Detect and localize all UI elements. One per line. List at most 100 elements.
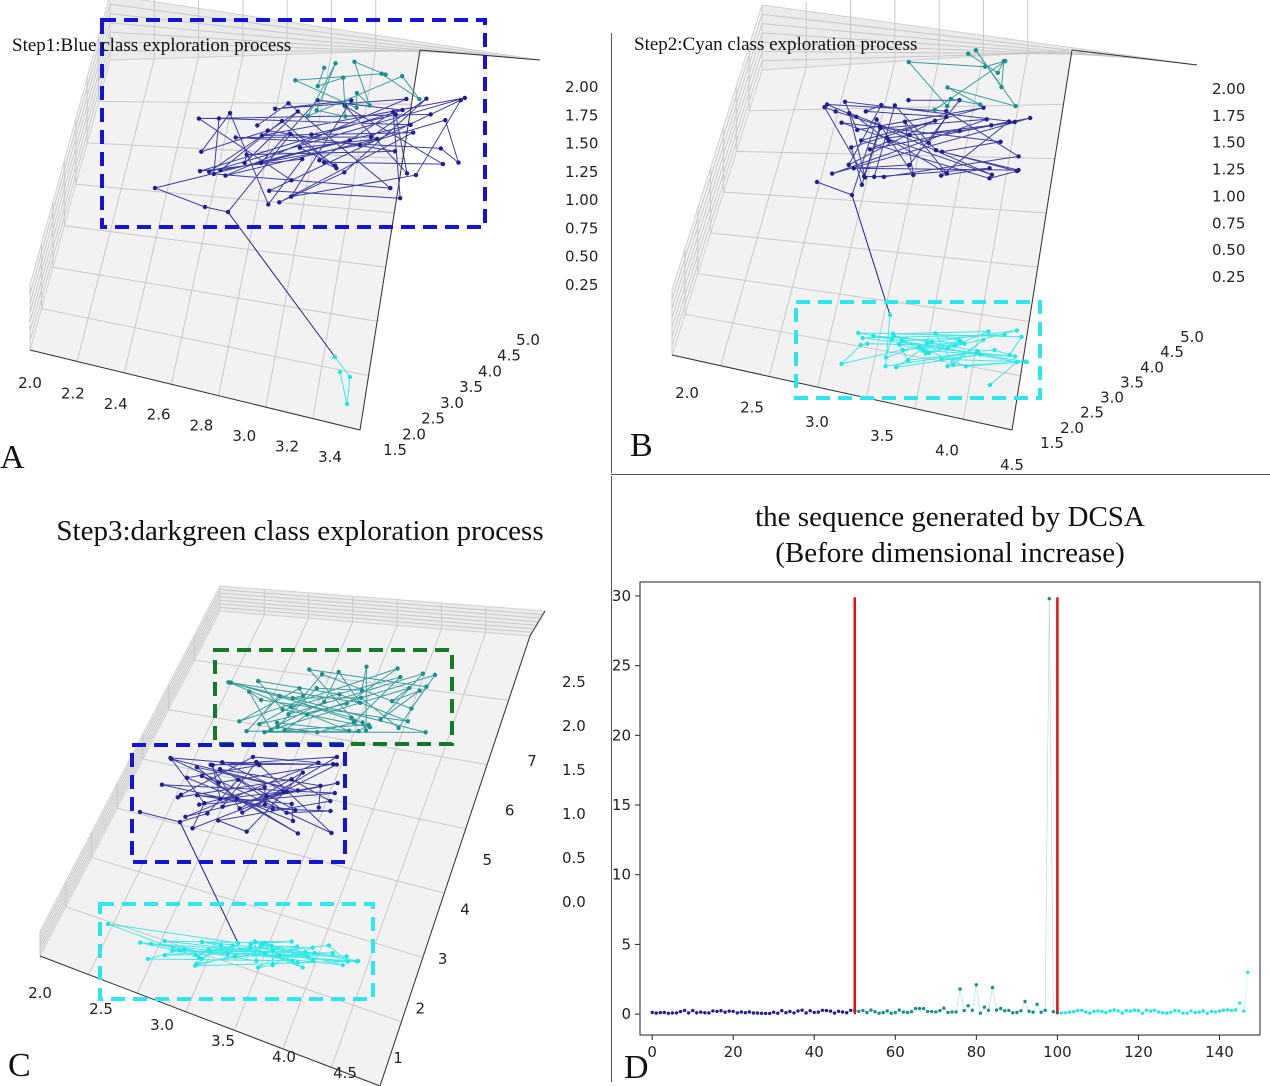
d-teal-point [1031, 1010, 1035, 1014]
d-teal-point [1023, 999, 1027, 1004]
a-blue-point [242, 160, 247, 166]
d-teal-point [897, 1008, 901, 1012]
c-cyan-point [330, 950, 335, 956]
c-grid [219, 606, 533, 633]
d-blue-point [678, 1009, 683, 1014]
c-grid [219, 589, 543, 616]
a-x-tick-label: 2.8 [189, 416, 213, 434]
d-blue-point [849, 1008, 853, 1013]
c-teal-point [280, 707, 285, 712]
b-grid [671, 32, 763, 319]
c-cyan-point [310, 958, 316, 963]
c-teal-point [363, 728, 369, 733]
d-blue-point [670, 1011, 675, 1015]
c-blue-point [335, 780, 340, 786]
d-teal-point [861, 1008, 865, 1013]
c-blue-point [183, 814, 188, 819]
c-teal-point [268, 727, 273, 733]
a-x-tick-label: 3.4 [318, 448, 342, 466]
d-cyan-point [1132, 1008, 1137, 1012]
c-link [179, 821, 239, 944]
vertical-divider-top [611, 33, 612, 473]
d-blue-point [832, 1011, 837, 1015]
a-x-tick-label: 2.4 [104, 395, 128, 413]
panel-b: 2.0 2.5 3.0 3.5 4.0 4.5 1.5 2.0 2.5 3.0 3.5 4.0 4.5 5… [612, 0, 1270, 476]
c-teal-point [274, 720, 280, 725]
a-blue-point [443, 117, 448, 123]
a-blue-point [404, 96, 409, 102]
c-x-axis [39, 955, 381, 1086]
c-blue-point [295, 831, 301, 836]
c-y-axis [379, 635, 531, 1086]
b-y-tick-label: 2.0 [1060, 419, 1084, 437]
d-cyan-point [1112, 1008, 1116, 1012]
d-blue-point [812, 1010, 816, 1015]
c-teal-point [258, 697, 264, 703]
c-teal-point [301, 693, 306, 698]
c-blue-box [130, 743, 347, 864]
b-x-tick-label: 4.0 [935, 442, 959, 460]
a-cyan-point [332, 354, 338, 360]
a-x-tick-label: 3.0 [232, 427, 256, 445]
c-blue-point [202, 801, 207, 806]
d-blue-point [768, 1011, 772, 1016]
b-cyan-point [924, 340, 930, 345]
a-teal-point [293, 78, 298, 83]
b-z-tick-label: 1.50 [1212, 134, 1245, 152]
b-z-tick-label: 1.00 [1212, 187, 1245, 205]
d-title-line-1: the sequence generated by DCSA [755, 501, 1145, 533]
a-blue-point [398, 196, 403, 201]
a-blue-point [227, 110, 233, 116]
c-blue-point [316, 760, 321, 765]
d-teal-point [885, 1009, 889, 1013]
b-blue-point [814, 179, 820, 185]
d-plot-frame [639, 581, 1261, 1036]
d-blue-point [711, 1009, 715, 1013]
a-z-tick-label: 0.75 [565, 219, 598, 237]
d-cyan-point [1075, 1008, 1080, 1013]
b-cyan-point [839, 361, 844, 366]
c-teal-point [256, 678, 261, 684]
b-y-tick-label: 1.5 [1040, 434, 1064, 452]
c-y-tick-label: 1 [393, 1049, 403, 1067]
c-cyan-point [145, 956, 151, 962]
a-blue-point [265, 128, 271, 133]
d-cyan-point [1189, 1009, 1193, 1013]
a-blue-point [349, 98, 354, 103]
a-teal-point [354, 90, 360, 96]
horizontal-divider [611, 474, 1270, 475]
a-blue-point [424, 96, 429, 101]
b-blue-point [892, 103, 897, 108]
b-cyan-point [900, 347, 905, 353]
d-cyan-point [1234, 1008, 1238, 1012]
c-teal-point [357, 700, 363, 705]
a-blue-point [255, 123, 260, 128]
c-teal-point [360, 720, 365, 725]
b-cyan-point [923, 351, 929, 356]
d-blue-point [751, 1011, 756, 1015]
b-link [851, 194, 891, 316]
c-blue-point [184, 775, 190, 780]
a-teal-path [295, 60, 420, 118]
d-cyan-point [1071, 1010, 1076, 1014]
b-cyan-point [951, 362, 956, 367]
c-cyan-point [344, 954, 349, 959]
c-cyan-path [107, 923, 359, 969]
d-blue-point [772, 1010, 776, 1014]
d-blue-point [824, 1008, 829, 1013]
d-cyan-point [1080, 1008, 1084, 1012]
c-cyan-point [232, 954, 238, 959]
b-y-axis [1011, 49, 1073, 431]
c-blue-point [334, 754, 340, 760]
a-blue-point [196, 116, 202, 121]
d-blue-point [695, 1011, 699, 1015]
d-blue-point [792, 1011, 796, 1015]
b-y-tick-label: 4.0 [1140, 358, 1164, 376]
b-blue-point [863, 109, 868, 114]
b-cyan-point [978, 352, 983, 357]
a-blue-point [199, 149, 204, 154]
b-grid [671, 41, 763, 328]
d-cyan-point [1152, 1008, 1157, 1012]
a-blue-point [289, 178, 294, 183]
c-x-tick-label: 4.5 [333, 1064, 357, 1082]
